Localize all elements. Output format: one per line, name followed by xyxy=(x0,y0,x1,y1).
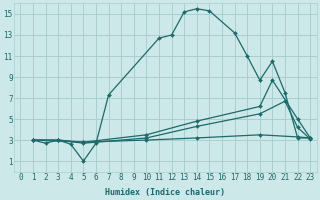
X-axis label: Humidex (Indice chaleur): Humidex (Indice chaleur) xyxy=(105,188,225,197)
